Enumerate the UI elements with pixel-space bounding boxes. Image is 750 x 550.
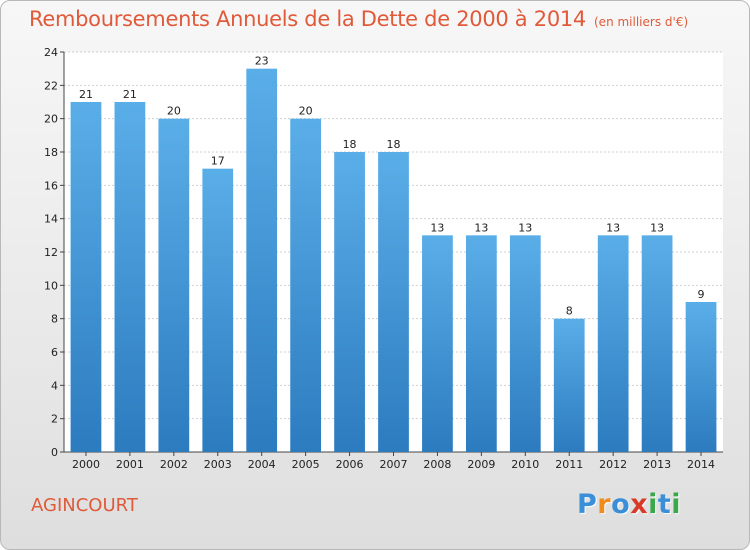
data-label: 18 [387,138,401,151]
y-tick-label: 6 [51,346,58,359]
bar [553,318,585,452]
x-tick-label: 2002 [160,458,188,471]
bar [202,168,234,452]
data-label: 17 [211,155,225,168]
bar [290,118,322,453]
bar [597,235,629,452]
x-tick-label: 2004 [248,458,276,471]
x-tick-label: 2010 [511,458,539,471]
town-name: AGINCOURT [31,495,138,516]
data-label: 21 [123,88,137,101]
logo-letter: P [577,489,598,520]
logo-letter: r [597,489,612,520]
data-label: 13 [650,221,664,234]
y-tick-label: 16 [44,179,58,192]
data-label: 9 [698,288,705,301]
x-tick-label: 2014 [687,458,715,471]
logo-letter: t [657,489,672,520]
x-tick-label: 2000 [72,458,100,471]
bar [114,102,146,452]
logo-letter: x [630,489,649,520]
logo-letter: i [648,489,658,520]
logo-letter: o [611,489,631,520]
bar [641,235,673,452]
data-label: 18 [343,138,357,151]
y-tick-label: 22 [44,79,58,92]
bar [509,235,541,452]
bar [70,102,102,452]
bar [334,152,365,452]
data-label: 13 [606,221,620,234]
bar [158,118,190,453]
x-tick-label: 2006 [336,458,364,471]
data-label: 20 [167,105,181,118]
bar [378,152,409,452]
x-tick-label: 2007 [380,458,408,471]
y-tick-label: 12 [44,246,58,259]
chart-title: Remboursements Annuels de la Dette de 20… [29,7,688,31]
data-label: 23 [255,55,269,68]
bar [685,302,717,452]
x-tick-label: 2009 [467,458,495,471]
y-tick-label: 10 [44,279,58,292]
y-tick-label: 24 [44,46,58,59]
y-tick-label: 20 [44,113,58,126]
data-label: 13 [430,221,444,234]
y-tick-label: 14 [44,213,58,226]
chart-unit: (en milliers d'€) [594,15,689,29]
x-tick-label: 2011 [555,458,583,471]
data-label: 13 [518,221,532,234]
x-tick-label: 2001 [116,458,144,471]
y-tick-label: 18 [44,146,58,159]
bar [422,235,453,452]
x-tick-label: 2003 [204,458,232,471]
data-label: 20 [299,105,313,118]
data-label: 8 [566,305,573,318]
bar [465,235,497,452]
y-tick-label: 2 [51,413,58,426]
logo-letter: i [671,489,682,520]
y-tick-label: 4 [51,379,58,392]
y-tick-label: 8 [51,313,58,326]
data-label: 13 [474,221,488,234]
x-tick-label: 2013 [643,458,671,471]
data-label: 21 [79,88,93,101]
x-tick-label: 2005 [292,458,320,471]
proxiti-logo[interactable]: Proxiti [577,489,681,520]
x-tick-label: 2008 [423,458,451,471]
y-tick-label: 0 [51,446,58,459]
bar [246,68,278,453]
chart-title-text: Remboursements Annuels de la Dette de 20… [29,7,586,31]
x-tick-label: 2012 [599,458,627,471]
